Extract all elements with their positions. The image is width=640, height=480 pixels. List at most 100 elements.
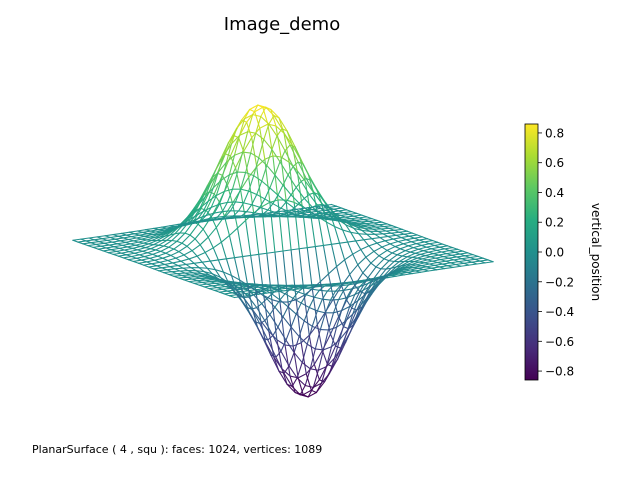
surface-grid-segment [212,247,219,261]
surface-grid-segment [382,232,392,235]
surface-grid-segment [359,277,369,293]
surface-grid-segment [273,115,283,130]
surface-grid-segment [266,211,276,214]
surface-grid-segment [256,180,263,196]
surface-grid-segment [193,262,200,269]
surface-grid-segment [333,339,341,359]
surface-grid-segment [191,244,201,252]
surface-grid-segment [375,258,385,268]
surface-grid-segment [306,247,313,290]
surface-grid-segment [152,253,159,257]
surface-grid-segment [447,263,457,267]
surface-grid-segment [245,152,252,174]
surface-grid-segment [264,158,271,203]
surface-grid-segment [317,366,327,371]
surface-grid-segment [192,272,202,274]
surface-grid-segment [455,262,465,266]
surface-grid-segment [309,368,319,371]
surface-grid-segment [93,238,103,241]
surface-grid-segment [218,190,225,205]
surface-grid-segment [215,227,222,243]
surface-grid-segment [201,260,211,263]
surface-grid-segment [177,222,187,226]
surface-grid-segment [426,238,434,242]
surface-grid-segment [157,255,164,259]
surface-grid-segment [281,368,291,377]
surface-grid-segment [290,313,297,328]
surface-grid-segment [244,298,251,315]
surface-grid-segment [355,240,362,251]
surface-grid-segment [405,237,415,241]
colorbar-tick-label: 0.0 [545,246,564,260]
surface-grid-segment [366,233,373,240]
surface-grid-segment [392,238,399,243]
surface-grid-segment [289,288,299,293]
surface-grid-segment [308,306,318,312]
surface-grid-segment [282,184,292,196]
surface-grid-segment [246,211,256,214]
surface-grid-segment [329,333,337,347]
surface-grid-segment [241,211,248,217]
surface-grid-segment [210,194,217,208]
surface-grid-segment [380,260,390,270]
surface-grid-segment [176,232,186,242]
surface-grid-segment [214,155,224,172]
surface-grid-segment [263,295,270,332]
surface-grid-segment [143,263,153,266]
surface-grid-segment [126,244,137,248]
surface-grid-segment [402,241,412,245]
surface-grid-segment [319,312,326,331]
surface-grid-segment [292,165,302,182]
surface-grid-segment [336,341,347,360]
surface-grid-segment [305,213,315,216]
surface-grid-segment [250,254,257,292]
surface-grid-segment [370,262,377,268]
surface-grid-segment [297,377,304,396]
colorbar-tick-label: −0.4 [545,305,574,319]
surface-grid-segment [276,128,283,137]
surface-grid-segment [263,286,270,290]
surface-grid-segment [298,248,305,296]
surface-grid-segment [256,193,266,200]
surface-grid-segment [206,267,216,271]
surface-grid-segment [341,305,351,312]
surface-grid-segment [226,188,234,203]
surface-grid-segment [333,225,341,244]
surface-grid-segment [341,273,351,287]
surface-grid-segment [199,200,209,209]
surface-grid-segment [220,234,230,243]
surface-grid-segment [378,249,388,257]
surface-grid-segment [247,114,254,133]
surface-grid-segment [240,290,250,293]
surface-grid-segment [287,301,294,347]
surface-grid-segment [276,339,283,370]
surface-grid-segment [407,243,417,247]
surface-grid-segment [310,179,320,196]
surface-grid-segment [101,236,111,240]
surface-grid-segment [158,269,168,272]
surface-grid-segment [217,217,227,220]
surface-grid-segment [421,256,432,260]
surface-grid-segment [291,144,298,172]
surface-grid-segment [379,273,389,284]
surface-grid-segment [316,209,327,212]
surface-grid-segment [180,258,190,262]
surface-grid-segment [193,261,203,264]
surface-grid-segment [138,252,149,256]
surface-grid-segment [177,263,187,267]
surface-grid-segment [361,214,368,218]
surface-grid-segment [103,241,113,244]
surface-grid-segment [286,130,296,148]
surface-grid-segment [350,231,357,242]
surface-grid-segment [117,254,127,257]
surface-grid-segment [194,207,201,217]
surface-grid-segment [194,238,201,246]
surface-grid-segment [250,253,260,257]
surface-grid-segment [221,210,232,213]
surface-grid-segment [165,248,175,254]
surface-grid-segment [454,250,464,253]
surface-grid-segment [260,320,267,344]
surface-grid-segment [292,161,299,167]
surface-grid-segment [168,246,175,250]
surface-grid-segment [216,286,226,289]
